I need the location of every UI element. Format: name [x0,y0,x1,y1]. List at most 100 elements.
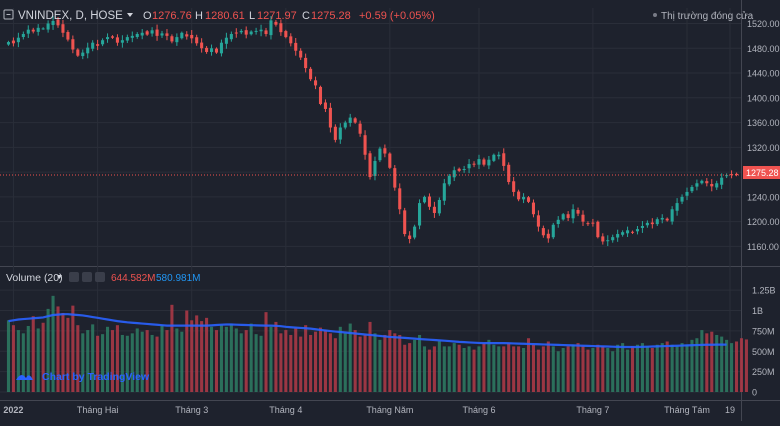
candle-body [81,52,85,57]
candle-body [205,47,209,52]
candle-body [175,37,179,43]
tradingview-watermark[interactable]: Chart by TradingView [16,371,150,383]
volume-bar [16,330,20,392]
volume-value: 644.582M [111,273,155,284]
candle-body [700,180,704,184]
candle-body [556,219,560,225]
candle-body [101,40,105,45]
volume-bar [338,326,342,392]
volume-tick-label: 1B [752,306,763,316]
candle-body [452,170,456,178]
low-label: L [249,10,255,22]
symbol-dropdown-icon[interactable] [127,13,133,17]
candle-body [566,214,570,218]
candle-body [725,175,729,177]
volume-bar [155,336,159,392]
tradingview-cloud-icon [16,374,33,380]
volume-bar [462,348,466,392]
candle-body [512,181,516,192]
candle-body [135,34,139,37]
volume-bar [81,333,85,392]
volume-bar [413,339,417,392]
volume-bar [259,335,263,392]
volume-bar [284,330,288,392]
candle-body [581,214,585,222]
candle-body [185,34,189,37]
candle-body [26,29,30,34]
candle-body [234,32,238,34]
status-dot-icon [653,13,657,17]
volume-bar [645,346,649,392]
volume-ma-value: 580.981M [156,273,200,284]
candle-body [650,222,654,225]
volume-label[interactable]: Volume (20) [6,272,63,284]
volume-pane[interactable] [6,295,748,392]
candle-body [680,196,684,202]
candle-body [487,159,491,166]
candle-body [472,163,476,165]
price-tick-label: 1200.00 [747,217,780,227]
volume-bar [239,333,243,392]
volume-bar [477,346,481,392]
symbol-name[interactable]: VNINDEX, D, HOSE [18,10,123,22]
volume-bar [125,335,129,392]
candle-body [66,32,70,40]
volume-bar [91,324,95,392]
settings-icon[interactable] [82,272,92,282]
candle-body [576,210,580,214]
candle-body [36,27,40,32]
volume-bar [66,317,70,392]
volume-bar [190,320,194,392]
volume-bar [536,349,540,392]
volume-bar [408,343,412,392]
candle-body [333,126,337,140]
volume-tick-label: 1.25B [752,286,776,296]
volume-bar [507,343,511,392]
volume-bar [71,305,75,392]
volume-bar [576,343,580,392]
symbol-legend: VNINDEX, D, HOSE O 1276.76 H 1280.61 L 1… [3,9,435,22]
low-value: 1271.97 [257,10,297,22]
candle-body [432,206,436,213]
candle-body [551,224,555,238]
candle-body [304,57,308,69]
price-pane[interactable] [0,16,741,247]
volume-bar [497,346,501,392]
volume-bar [398,334,402,392]
candle-body [343,122,347,128]
volume-bar [695,338,699,392]
candle-body [507,164,511,183]
visibility-icon[interactable] [69,272,79,282]
volume-bar [200,321,204,392]
collapse-icon[interactable] [3,9,14,20]
price-tick-label: 1360.00 [747,118,780,128]
volume-dropdown-icon[interactable] [57,275,62,279]
candle-body [323,102,327,109]
volume-bar [6,320,11,392]
candle-body [467,164,471,169]
candle-body [16,37,20,43]
candle-body [195,37,199,44]
close-icon[interactable] [95,272,105,282]
volume-bar [224,326,228,392]
candle-body [730,174,734,176]
volume-bar [621,343,625,392]
candle-body [517,191,521,200]
candle-body [640,225,644,228]
volume-bar [160,325,164,392]
candle-body [289,36,293,44]
volume-bar [244,330,248,392]
candle-body [665,218,669,221]
candle-body [645,222,649,226]
volume-bar [264,312,268,392]
time-tick-label: Tháng Hai [77,405,119,415]
volume-bar [551,346,555,392]
volume-bar [517,346,521,392]
candle-body [546,233,550,239]
candle-body [398,188,402,210]
candle-body [705,181,709,184]
candle-body [635,229,640,232]
candle-body [611,237,615,241]
